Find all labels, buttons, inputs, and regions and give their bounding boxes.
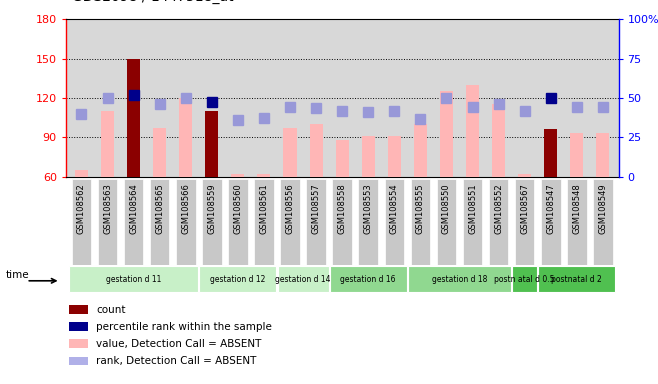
Bar: [205, 111, 218, 177]
Bar: [408, 266, 511, 292]
Bar: [466, 85, 479, 177]
Text: GSM108559: GSM108559: [207, 183, 216, 233]
Bar: [69, 266, 198, 292]
Bar: [359, 179, 378, 265]
Bar: [544, 129, 557, 177]
Text: GDS2098 / 1447518_at: GDS2098 / 1447518_at: [72, 0, 234, 4]
Bar: [489, 179, 509, 265]
Bar: [518, 174, 531, 177]
Text: GSM108552: GSM108552: [494, 183, 503, 233]
Bar: [199, 266, 276, 292]
Bar: [384, 179, 404, 265]
Text: GSM108566: GSM108566: [181, 183, 190, 234]
Bar: [179, 98, 192, 177]
Text: GSM108551: GSM108551: [468, 183, 477, 233]
Bar: [411, 179, 430, 265]
Text: gestation d 11: gestation d 11: [106, 275, 161, 284]
Text: percentile rank within the sample: percentile rank within the sample: [96, 322, 272, 332]
Text: count: count: [96, 305, 126, 314]
Bar: [124, 179, 143, 265]
Bar: [388, 136, 401, 177]
Bar: [567, 179, 586, 265]
Bar: [254, 179, 274, 265]
Bar: [414, 124, 427, 177]
Text: GSM108556: GSM108556: [286, 183, 295, 233]
Bar: [257, 174, 270, 177]
Text: GSM108553: GSM108553: [364, 183, 372, 233]
Bar: [75, 170, 88, 177]
Text: GSM108562: GSM108562: [77, 183, 86, 233]
Bar: [228, 179, 247, 265]
Bar: [593, 179, 613, 265]
Bar: [284, 128, 297, 177]
Text: GSM108554: GSM108554: [390, 183, 399, 233]
Text: GSM108557: GSM108557: [312, 183, 320, 233]
Bar: [309, 124, 322, 177]
Bar: [336, 140, 349, 177]
Text: value, Detection Call = ABSENT: value, Detection Call = ABSENT: [96, 339, 262, 349]
Bar: [202, 179, 222, 265]
Text: gestation d 14: gestation d 14: [275, 275, 331, 284]
Text: time: time: [5, 270, 29, 280]
Bar: [515, 179, 534, 265]
Text: GSM108564: GSM108564: [129, 183, 138, 233]
Bar: [176, 179, 195, 265]
Text: gestation d 16: gestation d 16: [340, 275, 396, 284]
Bar: [101, 111, 114, 177]
Bar: [362, 136, 375, 177]
Bar: [440, 91, 453, 177]
Bar: [153, 128, 166, 177]
Text: GSM108563: GSM108563: [103, 183, 112, 234]
Bar: [512, 266, 537, 292]
Text: GSM108555: GSM108555: [416, 183, 425, 233]
Text: GSM108565: GSM108565: [155, 183, 164, 233]
Bar: [127, 59, 140, 177]
Bar: [98, 179, 117, 265]
Bar: [72, 179, 91, 265]
Bar: [596, 133, 609, 177]
Bar: [68, 357, 88, 366]
Bar: [437, 179, 456, 265]
Text: GSM108548: GSM108548: [572, 183, 581, 233]
Text: GSM108560: GSM108560: [234, 183, 242, 233]
Bar: [492, 104, 505, 177]
Bar: [538, 266, 615, 292]
Bar: [332, 179, 352, 265]
Text: GSM108567: GSM108567: [520, 183, 529, 234]
Text: GSM108547: GSM108547: [546, 183, 555, 233]
Text: GSM108549: GSM108549: [598, 183, 607, 233]
Bar: [570, 133, 584, 177]
Text: GSM108561: GSM108561: [259, 183, 268, 233]
Bar: [280, 179, 300, 265]
Bar: [150, 179, 169, 265]
Text: GSM108558: GSM108558: [338, 183, 347, 233]
Bar: [330, 266, 407, 292]
Bar: [68, 322, 88, 331]
Text: gestation d 18: gestation d 18: [432, 275, 487, 284]
Bar: [232, 174, 244, 177]
Bar: [541, 179, 561, 265]
Text: postn atal d 0.5: postn atal d 0.5: [494, 275, 555, 284]
Bar: [307, 179, 326, 265]
Bar: [278, 266, 328, 292]
Text: GSM108550: GSM108550: [442, 183, 451, 233]
Bar: [68, 339, 88, 348]
Text: gestation d 12: gestation d 12: [210, 275, 266, 284]
Text: postnatal d 2: postnatal d 2: [551, 275, 602, 284]
Bar: [68, 305, 88, 314]
Text: rank, Detection Call = ABSENT: rank, Detection Call = ABSENT: [96, 356, 257, 366]
Bar: [463, 179, 482, 265]
